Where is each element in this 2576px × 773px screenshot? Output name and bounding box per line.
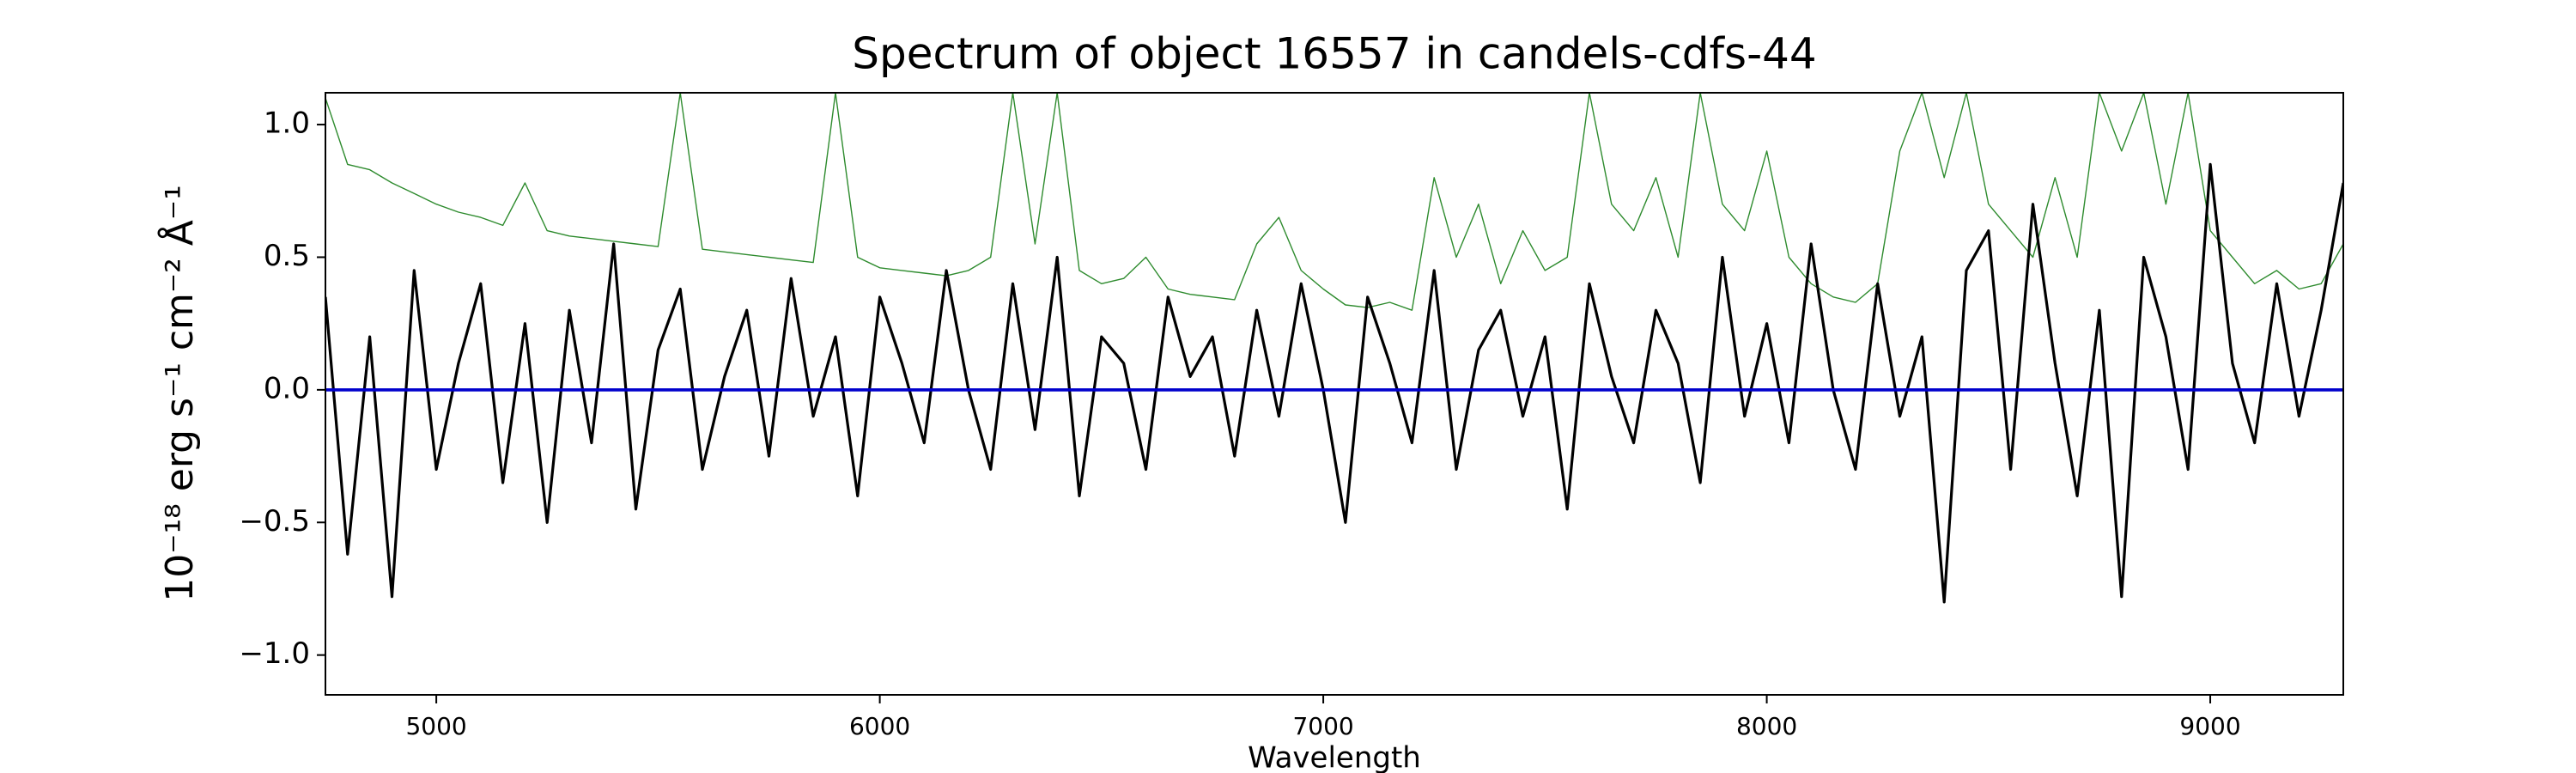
axes-frame — [325, 92, 2344, 696]
spectrum-line — [325, 93, 2343, 311]
y-axis-label: 10⁻¹⁸ erg s⁻¹ cm⁻² Å⁻¹ — [156, 185, 202, 601]
x-tick-label: 7000 — [1292, 712, 1353, 740]
x-tick-label: 5000 — [405, 712, 466, 740]
y-tick-label: 0.0 — [264, 371, 310, 405]
y-tick-label: 1.0 — [264, 107, 310, 141]
x-axis-label: Wavelength — [1248, 741, 1421, 773]
y-tick-label: 0.5 — [264, 239, 310, 273]
x-tick-label: 8000 — [1736, 712, 1797, 740]
y-tick-label: −0.5 — [239, 504, 310, 539]
spectrum-line — [325, 162, 2343, 604]
chart-title: Spectrum of object 16557 in candels-cdfs… — [852, 29, 1817, 79]
x-tick-label: 9000 — [2179, 712, 2240, 740]
y-tick-label: −1.0 — [239, 636, 310, 671]
x-tick-label: 6000 — [849, 712, 910, 740]
plot-area — [325, 93, 2343, 604]
